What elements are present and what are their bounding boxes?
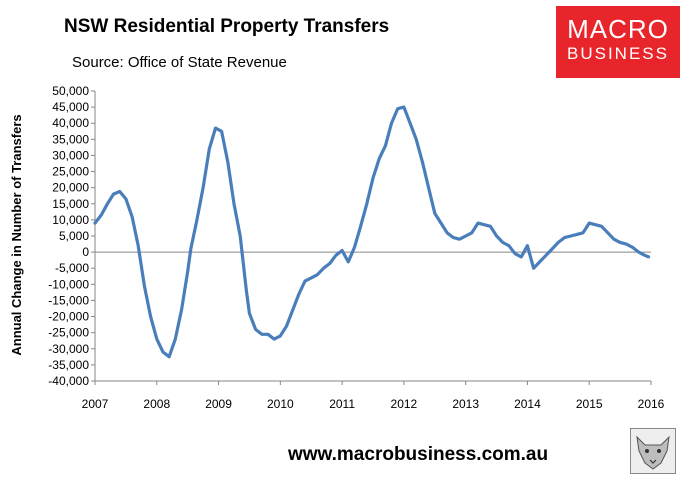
y-tick-label: -40,000 [48,374,89,388]
footer-url: www.macrobusiness.com.au [288,444,549,465]
y-tick-label: 30,000 [52,148,89,162]
x-tick-label: 2011 [329,397,355,411]
x-tick-label: 2015 [576,397,603,411]
logo-line-2: BUSINESS [567,44,669,63]
x-tick-label: 2007 [82,397,109,411]
y-tick-label: 0 [82,245,89,259]
y-tick-label: 50,000 [52,84,89,98]
y-tick-label: -35,000 [48,358,89,372]
y-tick-label: 40,000 [52,116,89,130]
y-tick-label: 35,000 [52,132,89,146]
y-tick-label: 15,000 [52,197,89,211]
y-tick-label: -30,000 [48,342,89,356]
macrobusiness-logo: MACRO BUSINESS [556,6,680,78]
x-tick-label: 2009 [205,397,232,411]
wolf-icon [630,428,676,474]
y-tick-label: 10,000 [52,213,89,227]
logo-line-1: MACRO [567,14,669,44]
x-tick-label: 2013 [452,397,479,411]
y-tick-label: -20,000 [48,310,89,324]
y-tick-label: -10,000 [48,277,89,291]
chart-title: NSW Residential Property Transfers [64,16,390,37]
series-line [93,105,651,359]
y-tick-label: 5,000 [59,229,89,243]
x-tick-label: 2016 [638,397,665,411]
y-tick-label: 25,000 [52,165,89,179]
chart-subtitle: Source: Office of State Revenue [72,54,287,71]
y-tick-label: -15,000 [48,293,89,307]
x-tick-label: 2008 [143,397,170,411]
y-tick-label: 45,000 [52,100,89,114]
x-tick-label: 2014 [514,397,541,411]
x-tick-label: 2012 [391,397,418,411]
y-tick-label: -5,000 [55,261,89,275]
y-tick-label: -25,000 [48,326,89,340]
y-tick-label: 20,000 [52,181,89,195]
x-tick-label: 2010 [267,397,294,411]
